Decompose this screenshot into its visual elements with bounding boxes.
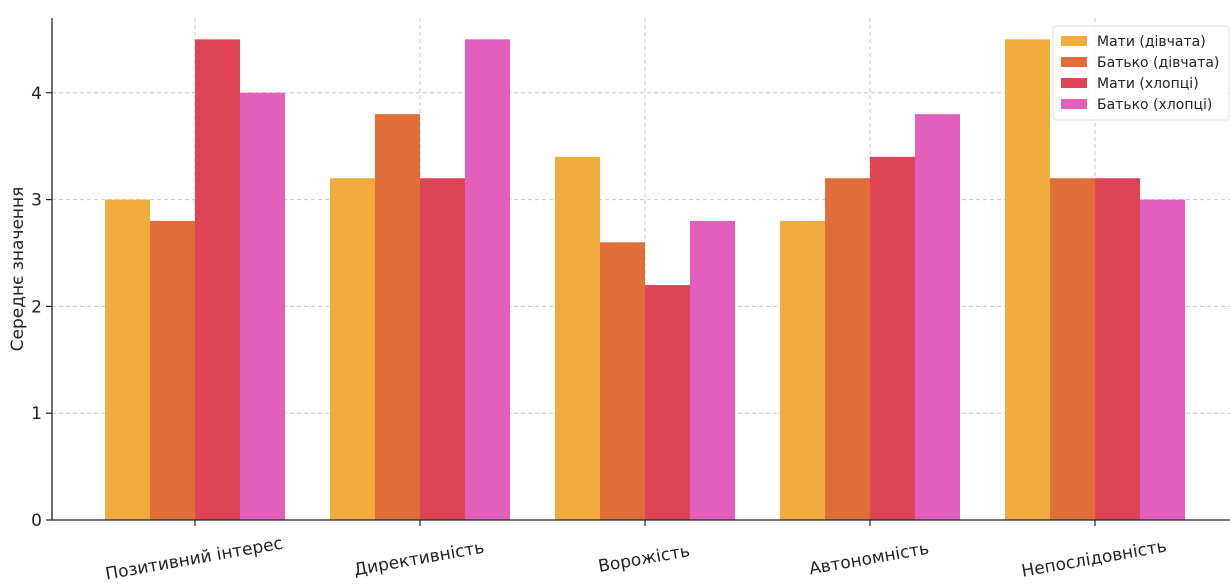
bar[interactable] bbox=[240, 92, 285, 520]
bar[interactable] bbox=[1050, 178, 1095, 520]
y-axis-title: Середнє значення bbox=[8, 187, 28, 352]
legend[interactable]: Мати (дівчата) Батько (дівчата) Мати (хлоп… bbox=[1052, 25, 1230, 121]
bar[interactable] bbox=[645, 285, 690, 520]
bar[interactable] bbox=[870, 156, 915, 520]
bar[interactable] bbox=[825, 178, 870, 520]
bar[interactable] bbox=[915, 114, 960, 521]
axes bbox=[51, 18, 1230, 521]
y-tick-labels: 0 1 2 3 4 bbox=[31, 84, 52, 531]
bar[interactable] bbox=[600, 242, 645, 521]
y-tick-label: 0 bbox=[31, 511, 42, 531]
bar[interactable] bbox=[105, 199, 150, 520]
y-tick-label: 3 bbox=[31, 191, 42, 211]
bar[interactable] bbox=[780, 220, 825, 521]
y-tick-label: 4 bbox=[31, 84, 42, 104]
bar[interactable] bbox=[330, 178, 375, 520]
x-tick-label: Директивність bbox=[352, 538, 485, 581]
bar[interactable] bbox=[465, 39, 510, 521]
bar[interactable] bbox=[375, 114, 420, 521]
bar[interactable] bbox=[150, 220, 195, 521]
x-tick-label: Ворожість bbox=[597, 541, 692, 577]
bars bbox=[105, 39, 1185, 521]
legend-swatch bbox=[1061, 99, 1087, 109]
x-tick-label: Непослідовність bbox=[1020, 536, 1168, 581]
legend-label: Батько (хлопці) bbox=[1097, 97, 1212, 113]
bar[interactable] bbox=[690, 220, 735, 521]
bar[interactable] bbox=[1005, 39, 1050, 521]
bar[interactable] bbox=[195, 39, 240, 521]
x-tick-label: Автономність bbox=[808, 539, 931, 580]
y-tick-label: 2 bbox=[31, 297, 42, 317]
legend-label: Мати (хлопці) bbox=[1097, 76, 1199, 92]
bar[interactable] bbox=[1095, 178, 1140, 520]
legend-label: Мати (дівчата) bbox=[1097, 34, 1206, 50]
legend-swatch bbox=[1061, 78, 1087, 88]
bar[interactable] bbox=[1140, 199, 1185, 520]
legend-swatch bbox=[1061, 57, 1087, 67]
y-tick-label: 1 bbox=[31, 404, 42, 424]
x-tick-label: Позитивний інтерес bbox=[104, 534, 284, 585]
bar[interactable] bbox=[555, 156, 600, 520]
x-tick-labels: Позитивний інтерес Директивність Ворожість… bbox=[104, 520, 1168, 585]
legend-swatch bbox=[1061, 36, 1087, 46]
legend-label: Батько (дівчата) bbox=[1097, 55, 1219, 71]
legend-frame bbox=[1052, 25, 1230, 121]
bar[interactable] bbox=[420, 178, 465, 520]
